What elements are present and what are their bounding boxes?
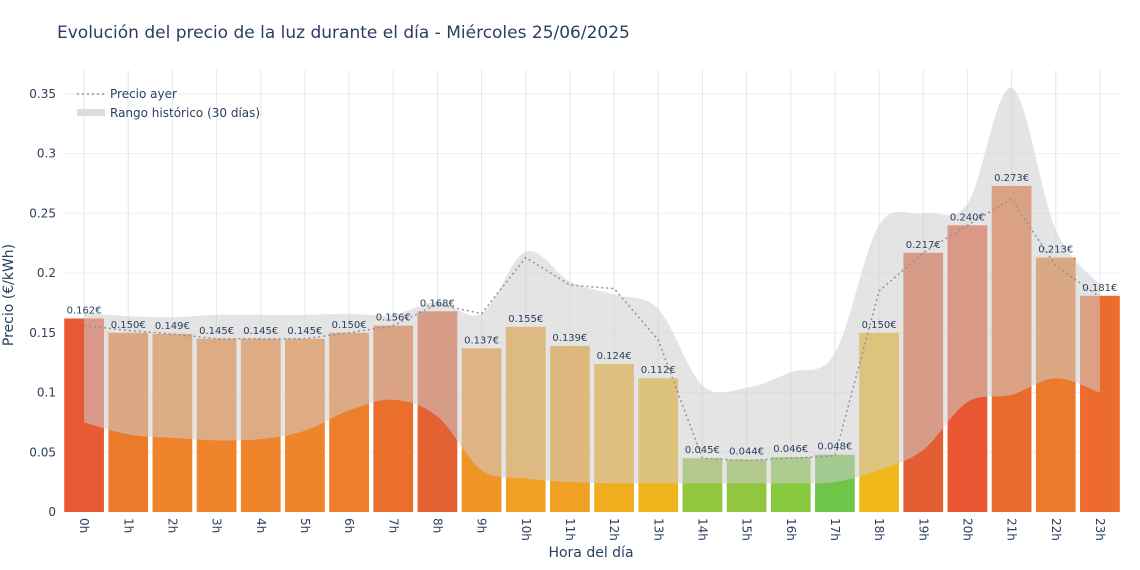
- bar-value-label: 0.139€: [552, 333, 587, 344]
- legend-label-range: Rango histórico (30 días): [110, 106, 260, 120]
- bar-value-label: 0.137€: [464, 335, 499, 346]
- x-tick-label: 10h: [519, 518, 533, 541]
- y-tick-label: 0.05: [29, 445, 56, 459]
- bar-value-label: 0.112€: [641, 365, 676, 376]
- x-tick-label: 8h: [430, 518, 444, 533]
- y-tick-label: 0: [48, 505, 56, 519]
- chart-title: Evolución del precio de la luz durante e…: [57, 23, 630, 43]
- bar-value-label: 0.150€: [111, 320, 146, 331]
- bar-value-label: 0.150€: [862, 320, 897, 331]
- bar-value-label: 0.048€: [817, 442, 852, 453]
- y-tick-label: 0.15: [29, 326, 56, 340]
- x-tick-label: 13h: [651, 518, 665, 541]
- bar-value-label: 0.217€: [906, 240, 941, 251]
- bar-value-label: 0.155€: [508, 314, 543, 325]
- x-tick-label: 3h: [210, 518, 224, 533]
- y-tick-label: 0.3: [37, 147, 56, 161]
- x-tick-label: 14h: [695, 518, 709, 541]
- x-axis-ticks: 0h 1h 2h 3h 4h 5h 6h 7h 8h 9h 10h 11h 12h 13h 14h 15h 16…: [77, 518, 1107, 541]
- bar-value-label: 0.124€: [597, 351, 632, 362]
- x-tick-label: 20h: [960, 518, 974, 541]
- x-axis-title: Hora del día: [548, 545, 633, 561]
- bar-value-label: 0.181€: [1082, 283, 1117, 294]
- bar-value-label: 0.168€: [420, 298, 455, 309]
- x-tick-label: 1h: [121, 518, 135, 533]
- x-tick-label: 9h: [475, 518, 489, 533]
- y-tick-label: 0.25: [29, 206, 56, 220]
- yesterday-price-polyline: [84, 198, 1101, 462]
- legend-band-swatch: [77, 109, 105, 116]
- x-tick-label: 16h: [784, 518, 798, 541]
- yesterday-price-line: [84, 198, 1101, 462]
- y-tick-label: 0.1: [37, 386, 56, 400]
- bar-value-label: 0.145€: [243, 326, 278, 337]
- bar-value-label: 0.044€: [729, 446, 764, 457]
- historical-range-area: [84, 87, 1100, 484]
- x-tick-label: 7h: [386, 518, 400, 533]
- bar-value-label: 0.162€: [67, 305, 102, 316]
- bar-value-labels: 0.162€ 0.150€ 0.149€ 0.145€ 0.145€ 0.145€ 0.15…: [67, 173, 1118, 458]
- x-tick-label: 4h: [254, 518, 268, 533]
- x-tick-label: 22h: [1049, 518, 1063, 541]
- x-tick-label: 18h: [872, 518, 886, 541]
- bar-value-label: 0.213€: [1038, 245, 1073, 256]
- y-tick-label: 0.2: [37, 266, 56, 280]
- legend-label-yesterday: Precio ayer: [110, 87, 177, 101]
- bar-value-label: 0.156€: [376, 313, 411, 324]
- historical-range-band: [84, 87, 1100, 484]
- x-tick-label: 17h: [828, 518, 842, 541]
- bar-value-label: 0.149€: [155, 321, 190, 332]
- y-axis-title: Precio (€/kWh): [1, 244, 17, 346]
- x-tick-label: 23h: [1093, 518, 1107, 541]
- legend: Precio ayer Rango histórico (30 días): [77, 87, 260, 120]
- x-tick-label: 6h: [342, 518, 356, 533]
- bar-value-label: 0.240€: [950, 212, 985, 223]
- bar-value-label: 0.150€: [332, 320, 367, 331]
- bar-value-label: 0.145€: [287, 326, 322, 337]
- x-tick-label: 11h: [563, 518, 577, 541]
- bar-value-label: 0.046€: [773, 444, 808, 455]
- x-tick-label: 0h: [77, 518, 91, 533]
- x-tick-label: 12h: [607, 518, 621, 541]
- x-tick-label: 21h: [1005, 518, 1019, 541]
- bar-value-label: 0.273€: [994, 173, 1029, 184]
- bar-value-label: 0.045€: [685, 445, 720, 456]
- bar-value-label: 0.145€: [199, 326, 234, 337]
- y-axis-ticks: 0 0.05 0.1 0.15 0.2 0.25 0.3 0.35: [29, 87, 56, 519]
- x-tick-label: 19h: [916, 518, 930, 541]
- y-tick-label: 0.35: [29, 87, 56, 101]
- x-tick-label: 15h: [740, 518, 754, 541]
- x-tick-label: 5h: [298, 518, 312, 533]
- x-tick-label: 2h: [165, 518, 179, 533]
